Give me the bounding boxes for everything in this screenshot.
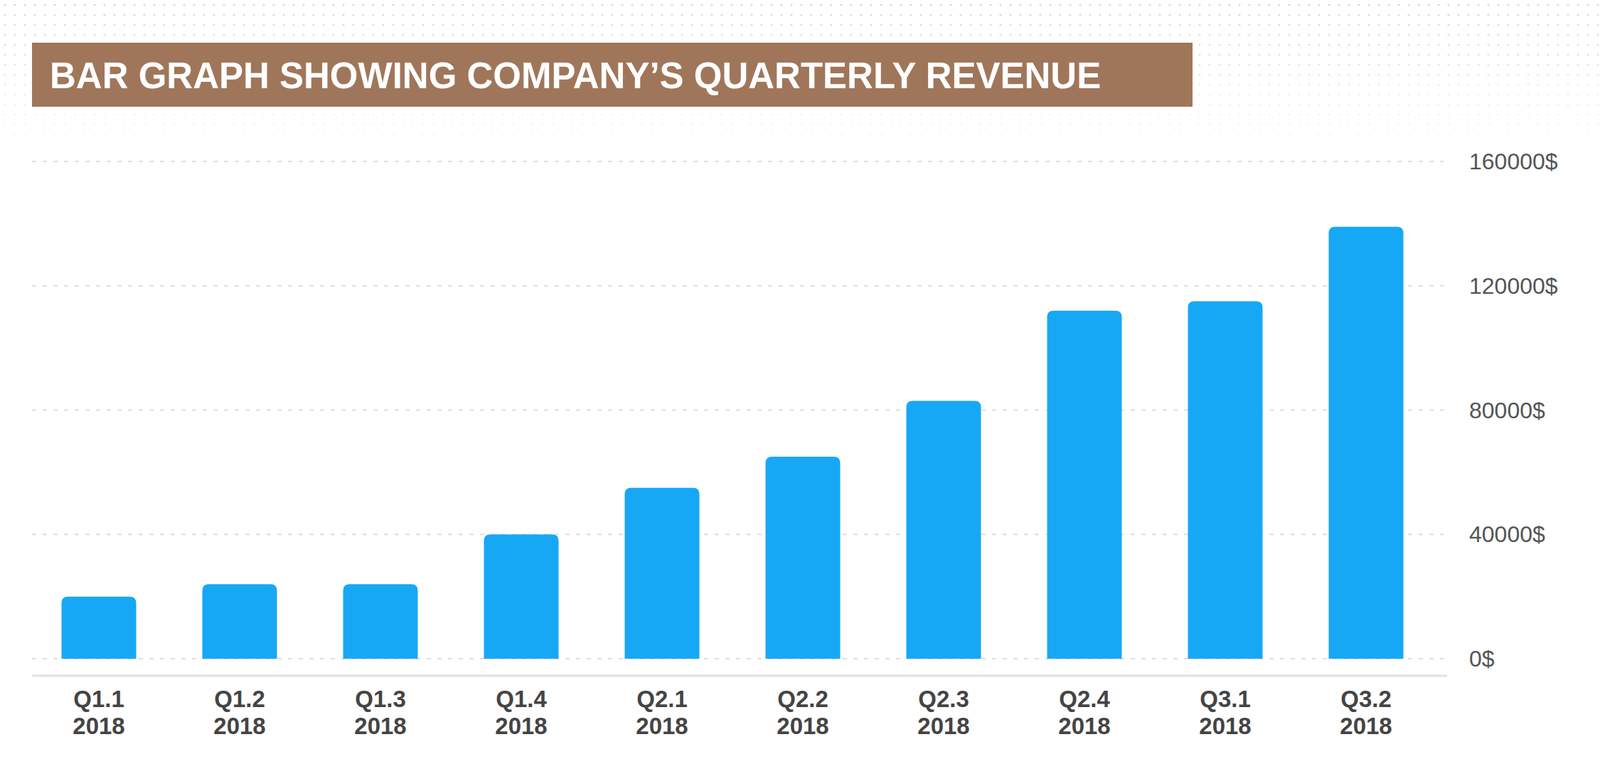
- x-tick-label: Q1.12018: [72, 685, 125, 739]
- bar: [625, 487, 700, 659]
- bar: [61, 596, 137, 659]
- bar: [765, 456, 841, 659]
- chart: BAR GRAPH SHOWING COMPANY’S QUARTERLY RE…: [0, 0, 1600, 764]
- x-tick-label: Q3.22018: [1339, 685, 1392, 739]
- bar: [484, 534, 559, 659]
- dotted-band: [0, 0, 1600, 164]
- grid-line: [32, 160, 1444, 163]
- x-tick-label: Q1.32018: [354, 685, 407, 739]
- bar: [202, 583, 278, 659]
- x-tick-label: Q1.42018: [494, 685, 547, 739]
- x-tick-label: Q1.22018: [213, 685, 266, 739]
- baseline: [32, 674, 1448, 677]
- title: BAR GRAPH SHOWING COMPANY’S QUARTERLY RE…: [49, 55, 1101, 96]
- x-tick-label: Q2.42018: [1058, 685, 1111, 739]
- y-tick-label: 40000$: [1469, 521, 1546, 547]
- grid-line: [32, 285, 1444, 287]
- y-tick-label: 120000$: [1469, 273, 1559, 299]
- title-box: [32, 42, 1193, 107]
- bar: [1329, 226, 1404, 659]
- x-tick-label: Q2.12018: [635, 685, 688, 739]
- y-tick-label: 80000$: [1469, 397, 1546, 424]
- x-tick-label: Q2.22018: [776, 685, 829, 739]
- x-tick-label: Q3.12018: [1198, 685, 1251, 739]
- bar: [343, 583, 419, 659]
- y-tick-label: 160000$: [1469, 148, 1559, 175]
- x-tick-label: Q2.32018: [917, 685, 970, 739]
- y-tick-label: 0$: [1469, 645, 1495, 672]
- bar: [1188, 301, 1263, 659]
- background: [0, 0, 1600, 764]
- bars: [61, 226, 1404, 659]
- bar: [1047, 310, 1123, 659]
- bar: [906, 400, 982, 659]
